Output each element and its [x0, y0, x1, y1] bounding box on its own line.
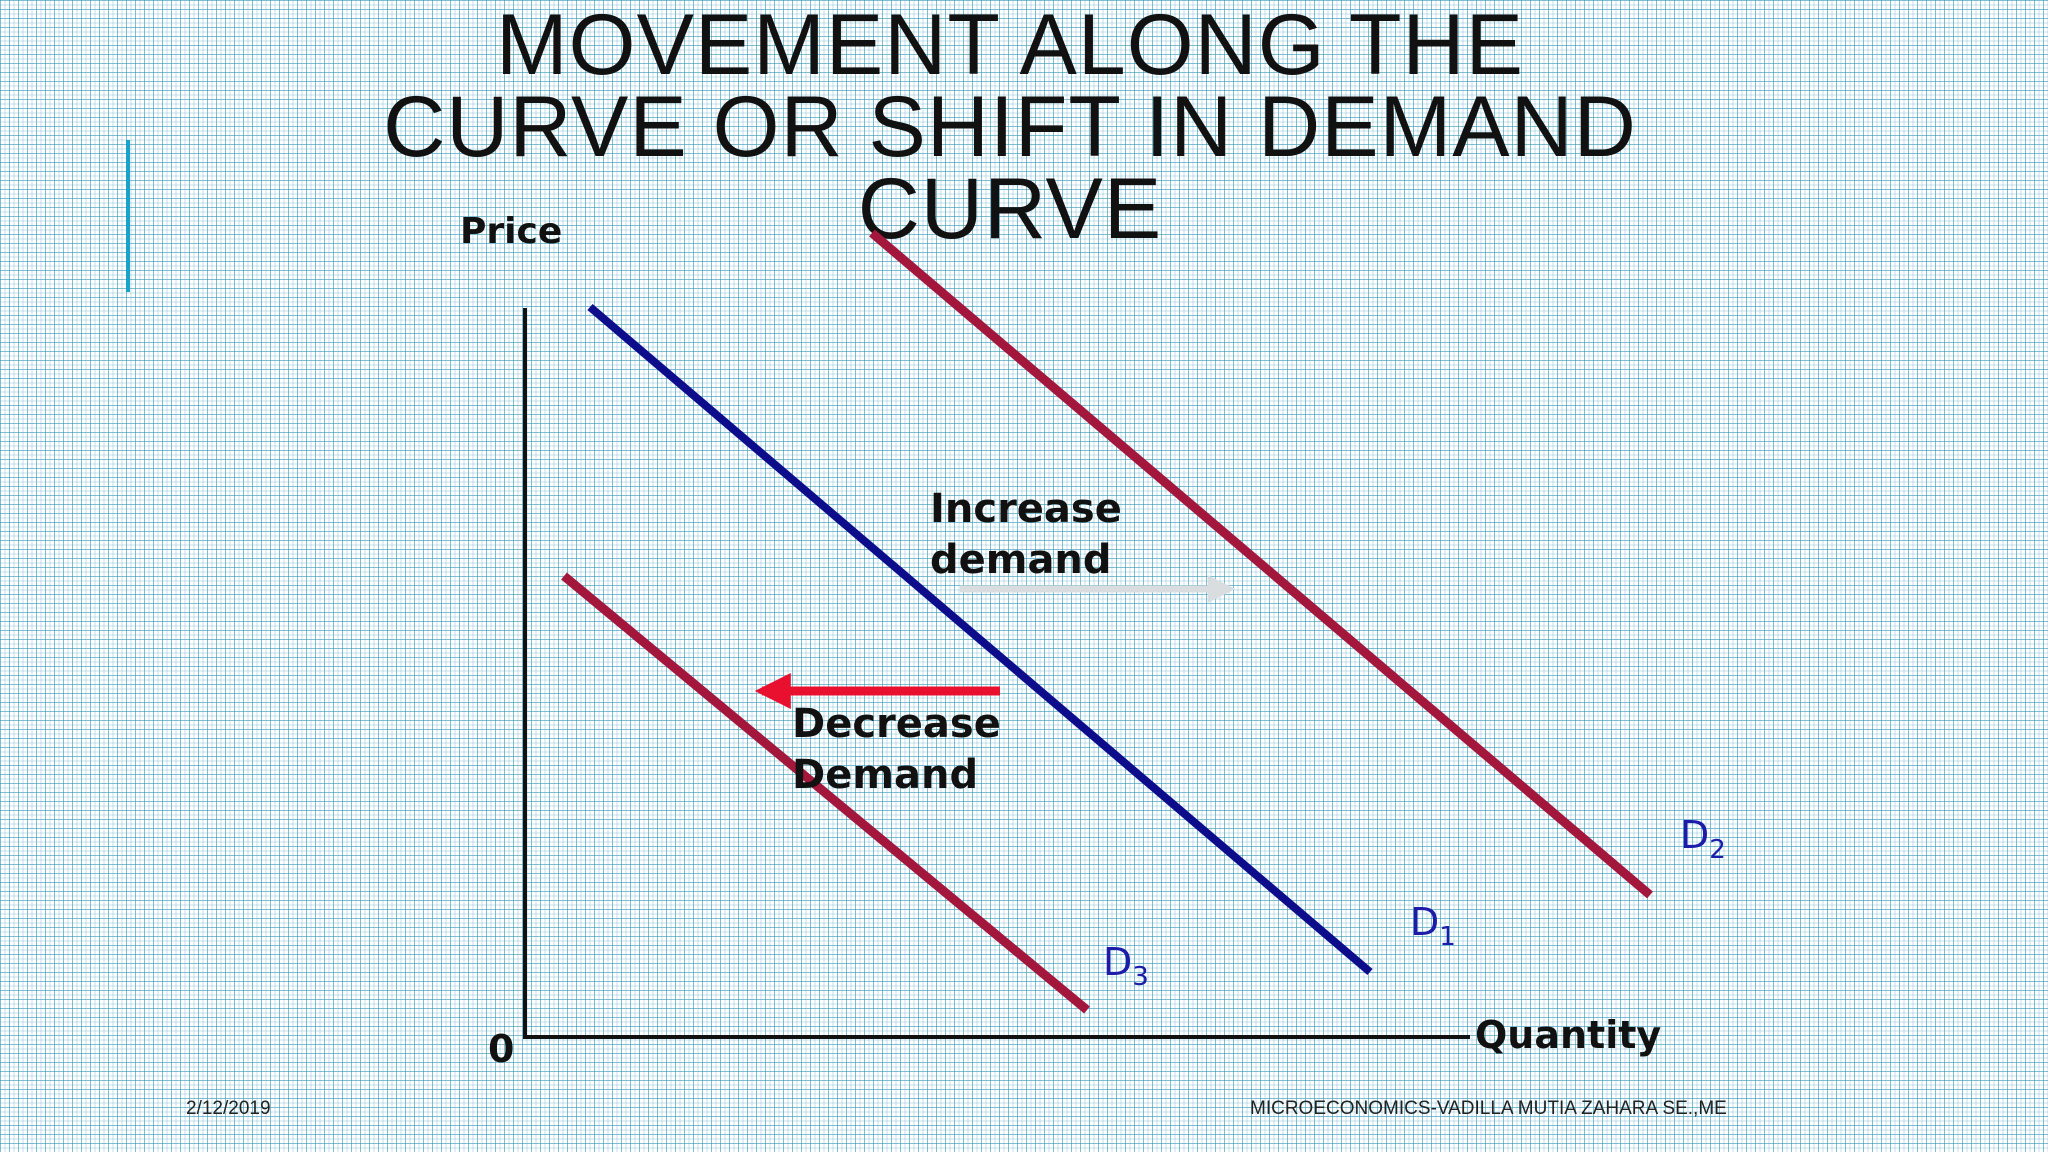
decrease-label-line-1: Decrease: [792, 701, 1001, 747]
footer-date: 2/12/2019: [186, 1098, 271, 1120]
footer-author: MICROECONOMICS-VADILLA MUTIA ZAHARA SE.,…: [1250, 1098, 1727, 1120]
x-axis-label: Quantity: [1475, 1013, 1661, 1057]
title-line-2: CURVE OR SHIFT IN DEMAND: [383, 79, 1637, 175]
slide-title: MOVEMENT ALONG THE CURVE OR SHIFT IN DEM…: [300, 2, 1720, 252]
curve-d2: [869, 229, 1653, 899]
curve-d3-label: D3: [1103, 940, 1149, 992]
curve-d2-label: D2: [1680, 813, 1726, 865]
footer-author-text: MICROECONOMICS-VADILLA MUTIA ZAHARA SE.,…: [1250, 1098, 1727, 1119]
origin-label: 0: [488, 1027, 514, 1071]
title-line-3: CURVE: [857, 161, 1163, 257]
curve-d3: [561, 572, 1090, 1014]
increase-label-line-2: demand: [930, 537, 1112, 583]
decrease-label-line-2: Demand: [792, 752, 978, 798]
curve-d1-label: D1: [1410, 900, 1456, 952]
footer-date-text: 2/12/2019: [186, 1098, 271, 1119]
increase-label-line-1: Increase: [930, 486, 1122, 532]
title-line-1: MOVEMENT ALONG THE: [496, 0, 1524, 93]
curve-d1: [587, 303, 1373, 976]
y-axis-label: Price: [460, 211, 562, 252]
accent-bar: [126, 140, 130, 292]
